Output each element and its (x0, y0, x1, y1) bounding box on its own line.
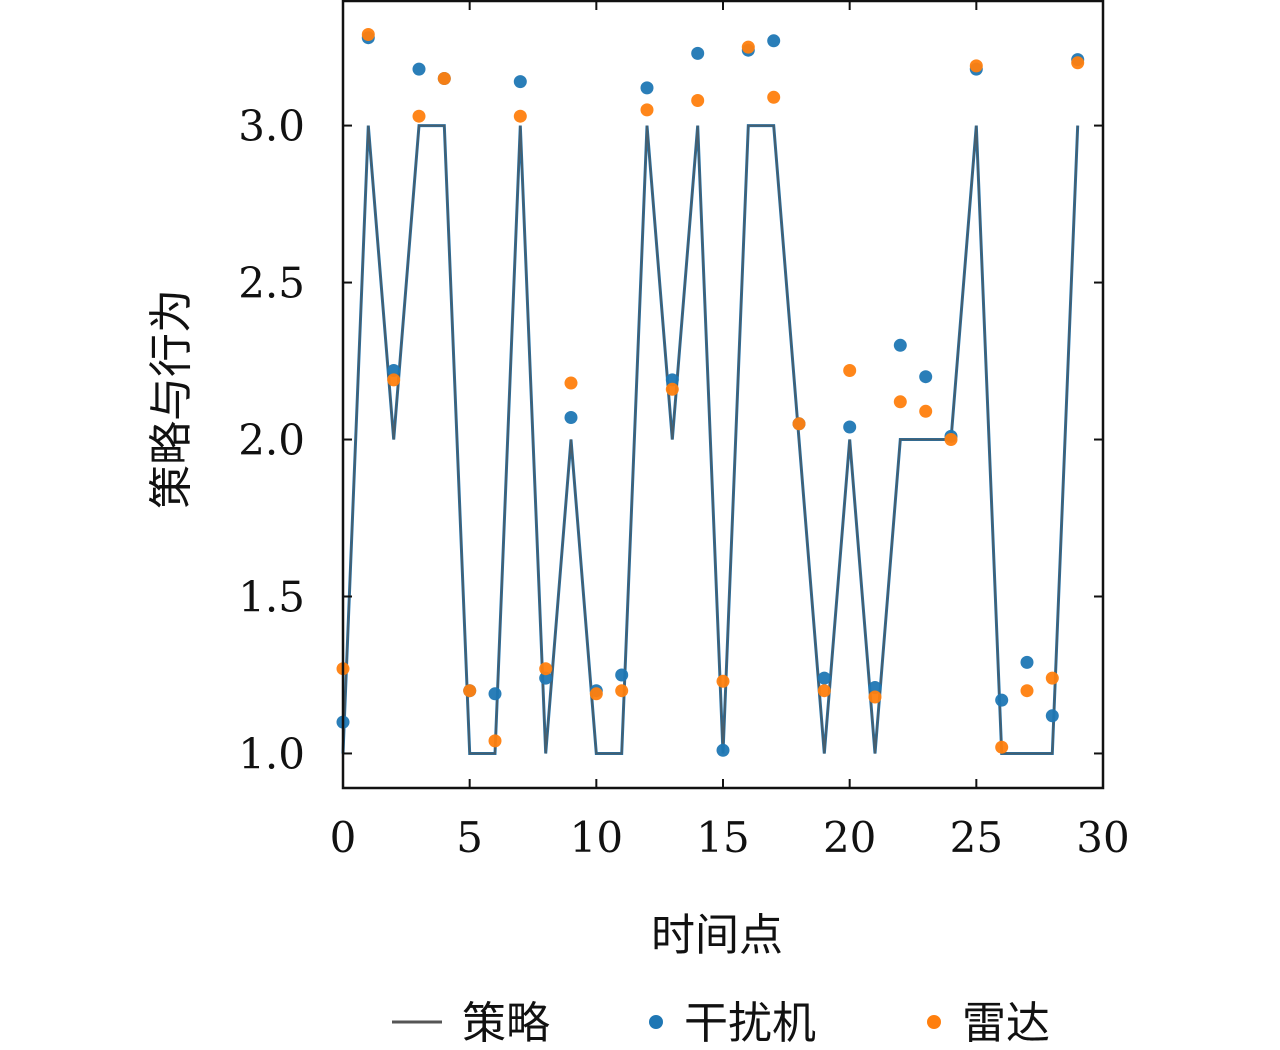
x-tick-label-6: 30 (1076, 813, 1129, 862)
data-point-s2-15 (716, 674, 730, 688)
legend-marker-2 (927, 1015, 941, 1029)
data-point-s2-26 (995, 740, 1009, 754)
data-point-s1-17 (767, 34, 781, 48)
data-point-s2-17 (767, 90, 781, 104)
data-point-s2-14 (691, 94, 705, 107)
data-point-s2-9 (564, 376, 578, 390)
legend: 策略 干扰机 雷达 (392, 998, 1050, 1049)
data-point-s2-2 (387, 373, 401, 387)
data-point-s2-19 (817, 684, 831, 698)
x-tick-label-4: 20 (823, 813, 876, 862)
y-tick-label-0: 1.0 (238, 729, 305, 778)
data-point-s2-8 (539, 662, 553, 676)
axes: 0 5 10 15 20 25 30 1.0 1.5 2.0 2.5 3.0 (238, 0, 1130, 862)
plot-frame (341, 0, 1105, 790)
data-point-s2-23 (919, 404, 933, 418)
y-axis-title: 策略与行为 (146, 289, 197, 509)
data-point-s1-21 (868, 681, 882, 694)
data-point-s2-10 (589, 687, 603, 701)
data-point-s2-1 (361, 28, 375, 41)
data-point-s1-2 (387, 364, 401, 377)
data-point-s2-22 (893, 395, 907, 409)
data-point-s2-7 (513, 109, 527, 123)
data-point-s1-15 (716, 743, 730, 757)
x-tick-label-1: 5 (456, 813, 483, 862)
legend-marker-1 (649, 1015, 663, 1029)
data-point-s1-26 (995, 693, 1009, 707)
legend-label-1: 干扰机 (684, 998, 816, 1049)
data-point-s1-8 (539, 671, 553, 685)
legend-label-2: 雷达 (962, 998, 1050, 1049)
data-point-s1-28 (1045, 709, 1059, 723)
data-point-s2-28 (1045, 671, 1059, 685)
data-point-s1-27 (1020, 655, 1034, 669)
plot-area (336, 28, 1085, 757)
data-point-s2-4 (437, 72, 451, 85)
data-point-s1-6 (488, 687, 502, 701)
legend-label-0: 策略 (462, 998, 550, 1049)
data-point-s2-27 (1020, 684, 1034, 698)
data-point-s1-22 (893, 338, 907, 352)
data-point-s1-14 (691, 46, 705, 60)
data-point-s2-24 (944, 433, 958, 446)
series-line-overlay-0 (342, 124, 1079, 755)
y-tick-label-2: 2.0 (238, 416, 305, 465)
data-point-s1-12 (640, 81, 654, 95)
data-point-s1-19 (817, 671, 831, 685)
data-point-s1-20 (843, 420, 857, 434)
data-point-s2-20 (843, 364, 857, 377)
x-tick-label-5: 25 (950, 813, 1003, 862)
data-point-s1-3 (412, 62, 426, 76)
data-point-s2-21 (868, 690, 882, 704)
data-point-s2-25 (969, 59, 983, 73)
data-point-s2-12 (640, 103, 654, 117)
data-point-s2-6 (488, 734, 502, 748)
data-point-s2-5 (463, 684, 477, 698)
data-point-s2-11 (615, 684, 629, 698)
data-point-s2-18 (792, 417, 806, 431)
y-tick-label-3: 2.5 (238, 259, 305, 308)
x-tick-label-2: 10 (570, 813, 623, 862)
x-tick-label-0: 0 (330, 813, 357, 862)
data-point-s1-13 (665, 373, 679, 387)
y-tick-label-1: 1.5 (238, 572, 305, 621)
data-point-s2-16 (741, 40, 755, 54)
data-point-s1-23 (919, 370, 933, 384)
data-point-s1-7 (513, 75, 527, 89)
data-point-s2-3 (412, 109, 426, 123)
data-point-s2-13 (665, 382, 679, 396)
data-point-s2-29 (1071, 56, 1085, 70)
data-point-s1-11 (615, 668, 629, 682)
x-tick-label-3: 15 (696, 813, 749, 862)
x-axis-title: 时间点 (651, 910, 783, 961)
data-point-s1-9 (564, 411, 578, 424)
y-tick-label-4: 3.0 (238, 102, 305, 151)
